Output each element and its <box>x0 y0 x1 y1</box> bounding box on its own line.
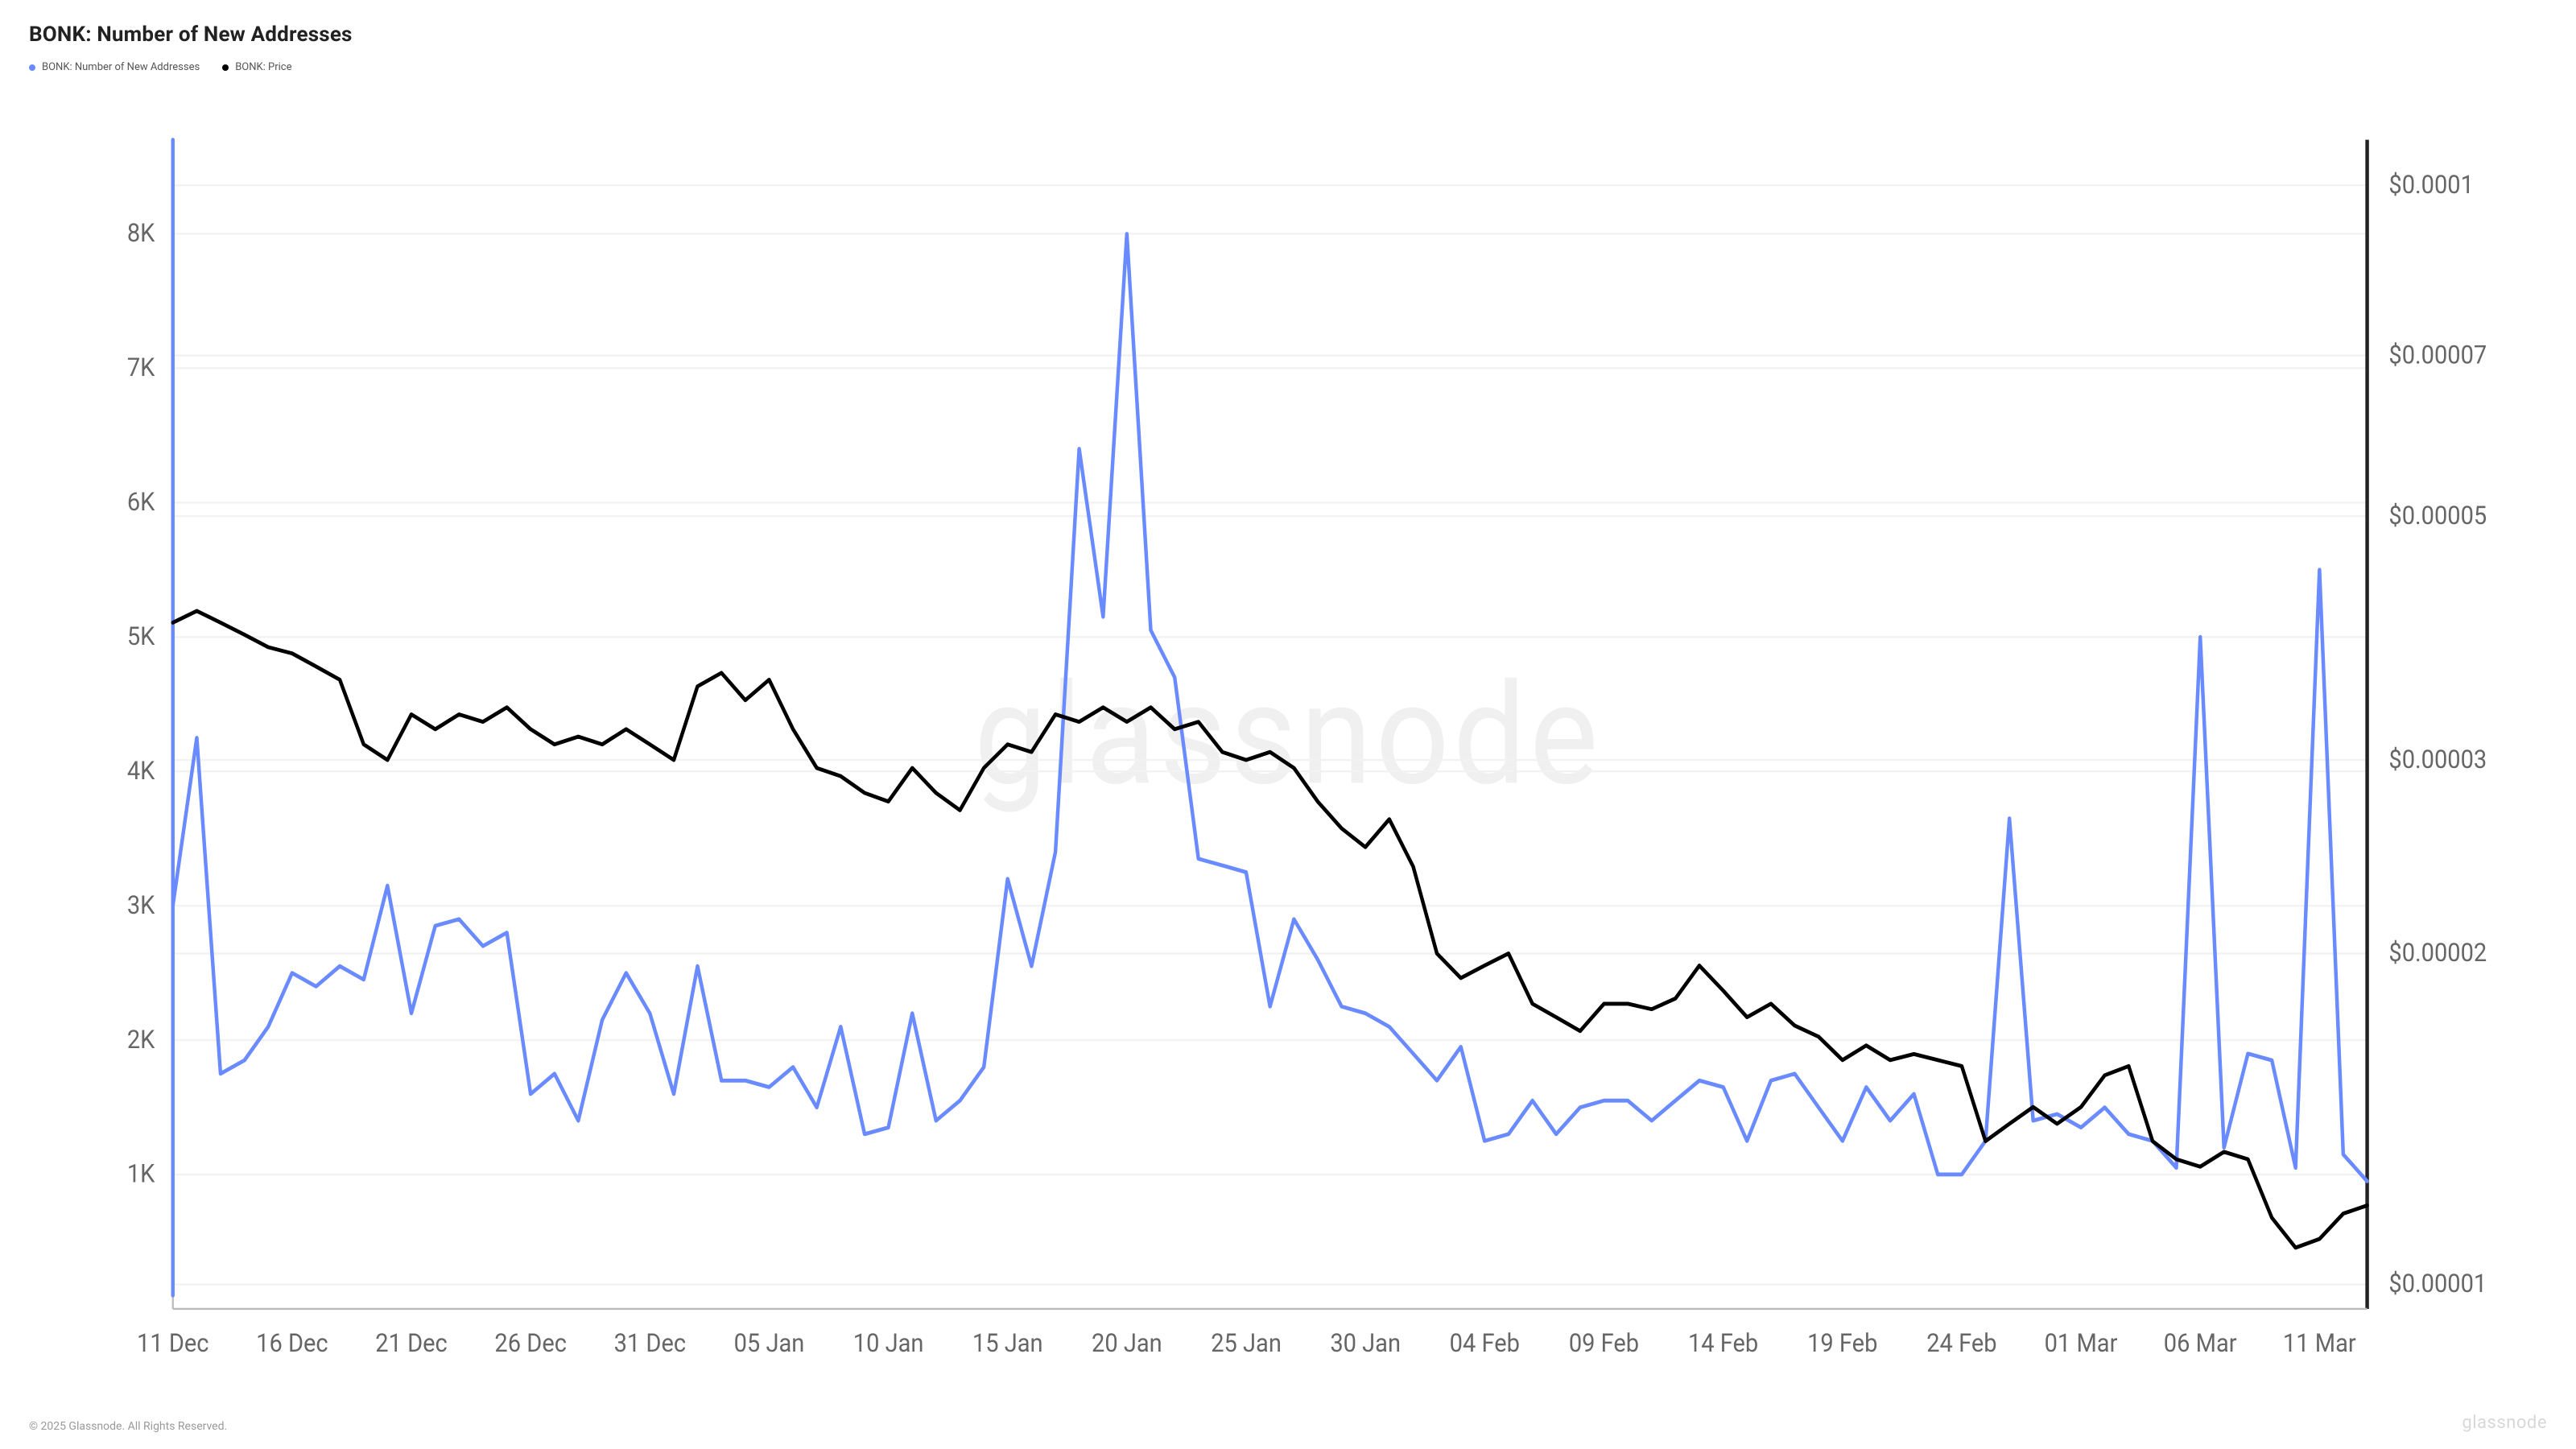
right-axis: $0.00001 $0.00002 $0.00003 $0.00005 $0.00007… <box>2388 171 2487 1299</box>
svg-text:$0.00001: $0.00001 <box>2388 1269 2487 1298</box>
brand-mark: glassnode <box>2462 1413 2547 1433</box>
svg-text:01 Mar: 01 Mar <box>2045 1329 2118 1358</box>
legend: BONK: Number of New Addresses BONK: Pric… <box>29 61 2547 73</box>
legend-item-price: BONK: Price <box>222 61 291 73</box>
svg-text:05 Jan: 05 Jan <box>734 1329 805 1358</box>
copyright: © 2025 Glassnode. All Rights Reserved. <box>29 1420 227 1433</box>
svg-text:10 Jan: 10 Jan <box>853 1329 924 1358</box>
svg-text:31 Dec: 31 Dec <box>614 1329 686 1358</box>
svg-text:19 Feb: 19 Feb <box>1807 1329 1877 1358</box>
svg-text:$0.00002: $0.00002 <box>2388 939 2487 968</box>
footer: © 2025 Glassnode. All Rights Reserved. g… <box>29 1406 2547 1433</box>
svg-text:2K: 2K <box>127 1026 155 1055</box>
svg-text:30 Jan: 30 Jan <box>1330 1329 1401 1358</box>
svg-text:$0.00005: $0.00005 <box>2388 502 2487 530</box>
left-axis: 1K 2K 3K 4K 5K 6K 7K 8K <box>127 219 155 1189</box>
legend-item-addresses: BONK: Number of New Addresses <box>29 61 200 73</box>
svg-text:11 Dec: 11 Dec <box>137 1329 208 1358</box>
svg-text:5K: 5K <box>127 622 155 651</box>
svg-text:$0.0001: $0.0001 <box>2388 171 2474 200</box>
legend-label-addresses: BONK: Number of New Addresses <box>42 61 200 73</box>
svg-text:21 Dec: 21 Dec <box>375 1329 447 1358</box>
legend-swatch-price <box>222 64 229 71</box>
svg-text:3K: 3K <box>127 891 155 920</box>
svg-text:6K: 6K <box>127 488 155 517</box>
watermark: glassnode <box>974 652 1602 817</box>
svg-text:8K: 8K <box>127 219 155 248</box>
svg-text:15 Jan: 15 Jan <box>972 1329 1043 1358</box>
svg-text:11 Mar: 11 Mar <box>2283 1329 2356 1358</box>
svg-text:25 Jan: 25 Jan <box>1211 1329 1282 1358</box>
svg-text:09 Feb: 09 Feb <box>1569 1329 1639 1358</box>
x-axis: 11 Dec 16 Dec 21 Dec 26 Dec 31 Dec 05 Jan 10 J… <box>137 1329 2356 1358</box>
svg-text:14 Feb: 14 Feb <box>1688 1329 1758 1358</box>
chart-title: BONK: Number of New Addresses <box>29 23 2547 47</box>
chart-area: glassnode 1K2K3K4K5K6K7K8K $0.00001$0.00… <box>29 81 2547 1406</box>
svg-text:06 Mar: 06 Mar <box>2164 1329 2237 1358</box>
legend-label-price: BONK: Price <box>235 61 291 73</box>
svg-text:1K: 1K <box>127 1160 155 1189</box>
svg-text:4K: 4K <box>127 757 155 786</box>
svg-text:7K: 7K <box>127 353 155 382</box>
svg-text:26 Dec: 26 Dec <box>494 1329 566 1358</box>
svg-text:16 Dec: 16 Dec <box>256 1329 328 1358</box>
svg-text:20 Jan: 20 Jan <box>1092 1329 1162 1358</box>
svg-text:$0.00007: $0.00007 <box>2388 341 2487 369</box>
svg-text:$0.00003: $0.00003 <box>2388 745 2487 774</box>
page: BONK: Number of New Addresses BONK: Numb… <box>0 0 2576 1449</box>
chart-svg: glassnode 1K2K3K4K5K6K7K8K $0.00001$0.00… <box>29 81 2547 1406</box>
svg-text:24 Feb: 24 Feb <box>1926 1329 1996 1358</box>
svg-text:04 Feb: 04 Feb <box>1450 1329 1520 1358</box>
legend-swatch-addresses <box>29 64 35 71</box>
